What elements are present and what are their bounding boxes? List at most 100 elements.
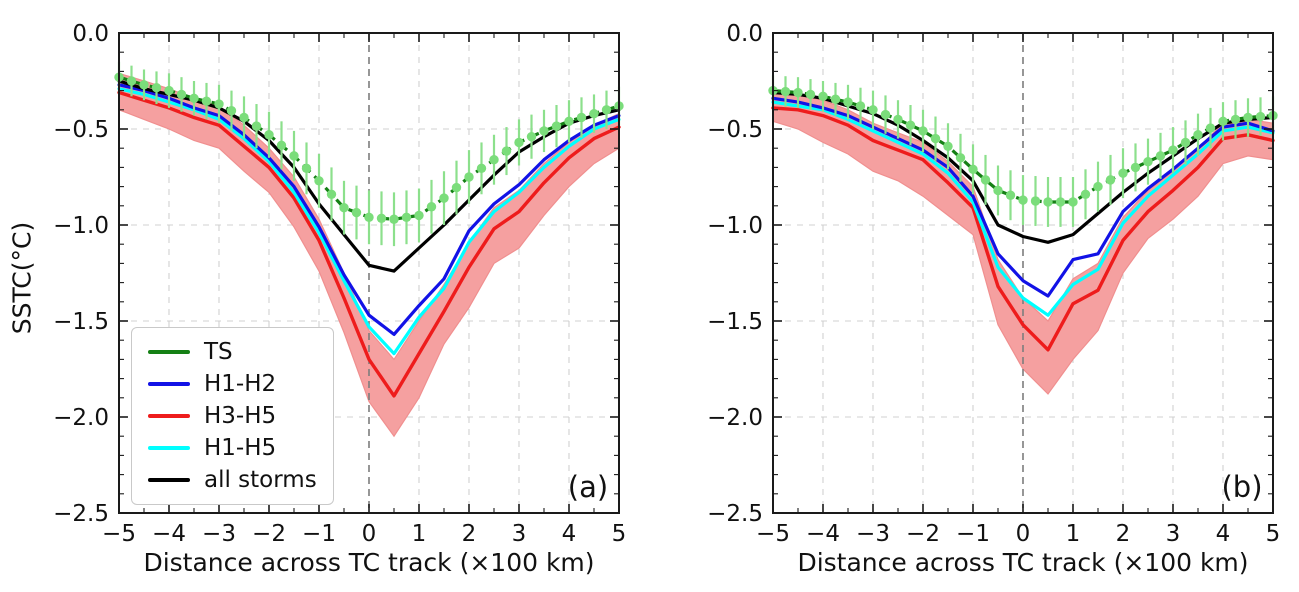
ts-marker [780, 86, 791, 97]
y-tick-label: 0.0 [726, 21, 763, 47]
legend-item-h3-h5: H3-H5 [148, 400, 317, 432]
y-tick-label: −2.5 [707, 501, 763, 527]
ts-marker [1030, 196, 1041, 206]
ts-marker [855, 101, 866, 111]
y-tick-label: −1.0 [707, 213, 763, 239]
x-tick-label: −3 [202, 521, 236, 547]
ts-marker [1018, 195, 1028, 205]
x-tick-label: −3 [856, 521, 890, 547]
x-tick-label: 2 [462, 521, 477, 547]
ts-marker [868, 105, 878, 115]
ts-marker [993, 185, 1003, 196]
ts-marker [451, 182, 462, 193]
legend-label-h1-h2: H1-H2 [204, 370, 277, 397]
y-tick-label: −1.5 [53, 309, 109, 335]
ts-marker [364, 212, 374, 223]
ts-marker [601, 105, 612, 115]
x-tick-label: 2 [1116, 521, 1131, 547]
ts-marker [426, 202, 437, 212]
ts-marker [843, 97, 853, 107]
ts-marker [1205, 123, 1216, 133]
x-axis-label-b: Distance across TC track (×100 km) [797, 548, 1249, 577]
ts-marker [830, 94, 841, 104]
y-tick-label: −2.0 [53, 405, 109, 431]
ts-marker [501, 146, 512, 156]
ts-marker [1143, 156, 1153, 167]
ts-marker [401, 212, 412, 223]
ts-marker [376, 213, 387, 223]
x-tick-label: 1 [1066, 521, 1081, 547]
ts-marker [1230, 114, 1241, 125]
ts-marker [980, 175, 991, 185]
x-tick-label: −4 [152, 521, 186, 547]
ts-marker [1255, 111, 1266, 122]
ts-marker [968, 164, 978, 175]
ts-marker [389, 214, 399, 224]
ts-marker [1093, 181, 1103, 192]
ts-marker [126, 76, 137, 86]
ts-marker [339, 203, 349, 213]
ts-marker [589, 108, 599, 119]
ts-marker [805, 89, 816, 100]
y-tick-label: −1.5 [707, 309, 763, 335]
y-tick-label: 0.0 [72, 21, 109, 47]
y-tick-label: −2.5 [53, 501, 109, 527]
legend-item-all-storms: all storms [148, 464, 317, 496]
ts-marker [539, 126, 549, 136]
ts-marker [326, 189, 337, 199]
x-tick-label: 3 [1166, 521, 1181, 547]
ts-marker [1180, 137, 1191, 148]
ts-marker [1105, 175, 1116, 185]
ts-marker [1193, 130, 1203, 140]
y-tick-label: −0.5 [53, 117, 109, 143]
x-tick-label: −5 [102, 521, 136, 547]
ts-marker [151, 83, 162, 93]
panel-a-plot: −5 −4 −3 −2 −1 0 1 2 3 4 5 0.0 −0.5 −1.0 −1.5 −2.0 −2.5 [53, 21, 626, 547]
ts-marker [414, 210, 424, 221]
y-tick-label: −0.5 [707, 117, 763, 143]
ts-marker [551, 121, 562, 131]
legend-label-all-storms: all storms [204, 466, 317, 493]
ts-marker [464, 172, 474, 182]
y-tick-label: −1.0 [53, 213, 109, 239]
ts-marker [564, 116, 574, 127]
ts-marker [1055, 197, 1066, 207]
legend-label-h1-h5: H1-H5 [204, 434, 277, 461]
ts-marker [1155, 151, 1166, 161]
ts-marker [1243, 112, 1253, 123]
ts-marker [239, 112, 249, 123]
ts-marker [918, 126, 928, 136]
h3-h5-line-swatch [148, 414, 190, 418]
ts-marker [930, 133, 941, 144]
ts-marker [314, 176, 324, 186]
y-axis-label: SSTC(°C) [7, 221, 37, 335]
legend-label-h3-h5: H3-H5 [204, 402, 277, 429]
x-tick-label: −4 [806, 521, 840, 547]
ts-marker [301, 163, 312, 174]
ts-marker [880, 109, 891, 120]
ts-marker [1118, 168, 1128, 178]
x-tick-label: −1 [302, 521, 336, 547]
ts-marker [893, 114, 903, 125]
panel-label-a: (a) [567, 470, 609, 504]
ts-marker [439, 193, 449, 203]
h1-h2-line [771, 96, 1275, 298]
x-tick-label: −2 [252, 521, 286, 547]
ts-marker [189, 93, 199, 103]
h1-h2-line-swatch [148, 382, 190, 386]
ts-marker [1218, 116, 1228, 127]
ts-marker [818, 91, 828, 102]
ts-marker [576, 112, 587, 123]
ts-marker [176, 89, 187, 100]
ts-marker [351, 207, 362, 218]
x-tick-label: 5 [612, 521, 627, 547]
ts-marker [289, 151, 299, 161]
ts-marker [793, 87, 803, 98]
x-tick-label: −1 [956, 521, 990, 547]
x-tick-label: −2 [906, 521, 940, 547]
ts-marker [276, 140, 287, 151]
panel-label-b: (b) [1221, 470, 1263, 504]
ts-marker [264, 130, 274, 140]
h1-h5-line [117, 87, 621, 356]
